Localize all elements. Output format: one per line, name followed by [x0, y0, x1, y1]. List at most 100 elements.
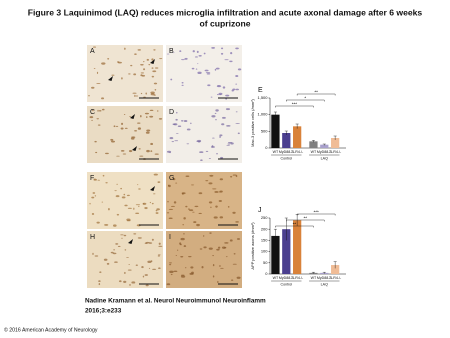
cell: [235, 111, 238, 113]
cell: [169, 137, 174, 140]
cell: [236, 276, 241, 279]
cell: [145, 241, 150, 244]
cell: [154, 88, 157, 91]
cell: [215, 205, 218, 208]
cell: [200, 159, 203, 162]
cell: [140, 92, 143, 95]
sig-bracket: [286, 99, 325, 102]
cell: [153, 193, 156, 195]
cell: [197, 71, 202, 74]
cell: [183, 217, 186, 220]
x-tick-label: TLR4-/-: [291, 150, 304, 154]
cell: [138, 148, 141, 150]
bar: [282, 229, 291, 274]
cell: [175, 182, 178, 184]
cell: [134, 130, 138, 132]
cell: [94, 195, 97, 197]
cell: [169, 270, 174, 274]
cell: [208, 157, 211, 159]
sig-bracket: [296, 213, 336, 216]
cell: [150, 260, 153, 263]
x-tick-label: MyD88-/-: [317, 276, 333, 280]
micrograph: [166, 172, 242, 229]
cell: [126, 194, 130, 197]
cell: [143, 96, 146, 98]
cell: [195, 68, 198, 70]
y-tick-label: 0: [265, 145, 268, 150]
cell: [117, 61, 120, 63]
panel-label: F: [90, 175, 94, 182]
cell: [146, 129, 151, 132]
cell: [179, 50, 182, 53]
cell: [93, 68, 96, 70]
y-tick-label: 0: [265, 271, 268, 276]
cell: [170, 205, 175, 207]
copyright: © 2016 American Academy of Neurology: [4, 326, 98, 333]
cell: [180, 275, 186, 278]
cell: [203, 52, 206, 55]
cell: [183, 233, 185, 235]
cell: [155, 209, 158, 212]
cell: [172, 177, 176, 181]
cell: [151, 238, 154, 241]
cell: [188, 208, 190, 210]
cell: [137, 127, 142, 130]
cell: [235, 47, 239, 50]
cell: [219, 178, 224, 181]
cell: [219, 134, 223, 137]
cell: [128, 263, 130, 266]
cell: [149, 201, 151, 204]
micrograph: [166, 231, 242, 288]
cell: [111, 74, 115, 76]
panel-label: D: [169, 109, 174, 116]
cell: [138, 205, 140, 208]
cell: [134, 53, 137, 56]
cell: [154, 67, 159, 69]
bar: [293, 220, 302, 274]
cell: [203, 235, 205, 237]
cell: [219, 216, 224, 219]
cell: [201, 266, 204, 269]
cell: [131, 281, 136, 284]
cell: [170, 78, 173, 81]
cell: [203, 246, 207, 249]
cell: [157, 254, 161, 256]
cell: [113, 224, 117, 227]
sig-bracket: [296, 93, 336, 96]
panel-label: B: [169, 48, 174, 55]
cell: [94, 255, 99, 257]
cell: [198, 54, 202, 57]
cell: [123, 113, 126, 115]
cell: [170, 273, 173, 276]
cell: [171, 141, 175, 143]
bar: [271, 235, 280, 274]
cell: [124, 204, 128, 207]
y-tick-label: 1,500: [257, 95, 268, 100]
cell: [151, 67, 154, 69]
cell: [173, 52, 175, 54]
cell: [137, 184, 139, 186]
cell: [172, 123, 176, 125]
cell: [137, 122, 141, 124]
cell: [104, 223, 109, 226]
cell: [98, 110, 102, 112]
cell: [129, 283, 131, 286]
cell: [124, 127, 128, 129]
cell: [173, 270, 178, 273]
bar: [271, 114, 280, 148]
cell: [227, 143, 231, 145]
cell: [219, 190, 223, 193]
cell: [91, 196, 95, 199]
cell: [205, 150, 209, 152]
caption-line: 2016;3:e233: [85, 308, 122, 315]
cell: [123, 234, 127, 237]
cell: [189, 209, 194, 212]
cell: [194, 56, 198, 58]
sig-bracket: [275, 105, 314, 108]
cell: [133, 73, 137, 76]
cell: [168, 184, 171, 188]
cell: [214, 68, 217, 71]
sig-label: ***: [292, 101, 298, 106]
cell: [150, 150, 153, 152]
cell: [124, 47, 126, 50]
